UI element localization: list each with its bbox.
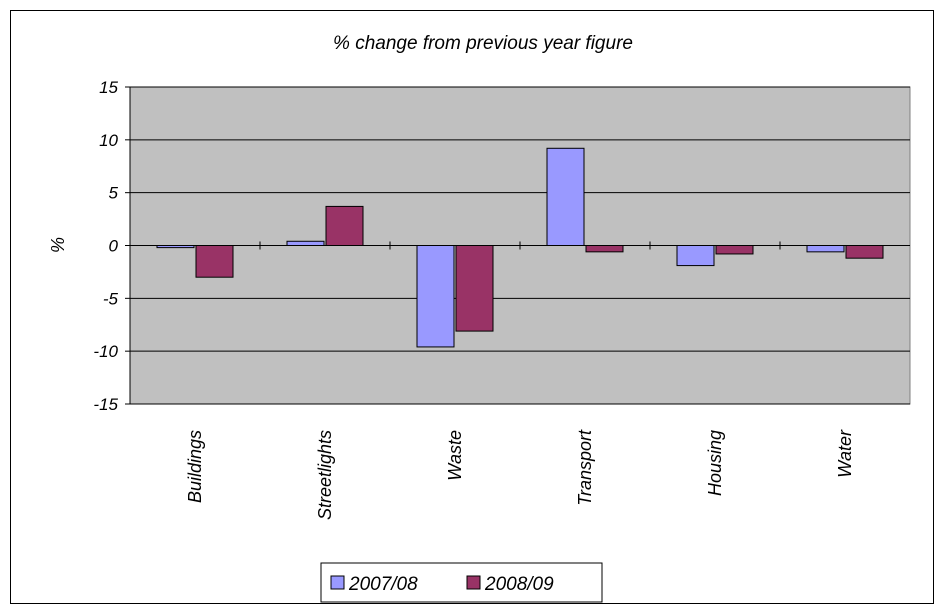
legend-box <box>320 562 603 603</box>
bar-2007-08-transport <box>546 147 585 246</box>
bar-2007-08-water <box>806 245 845 253</box>
x-tick-label: Buildings <box>185 430 205 503</box>
bar-2008-09-streetlights <box>325 205 364 247</box>
chart-title: % change from previous year figure <box>333 33 633 54</box>
legend-swatch-2008-09 <box>466 575 481 590</box>
y-tick-label: -10 <box>93 342 118 361</box>
plot-area: 15 10 5 0 -5 -10 -15 Buildings Streetlights Waste… <box>93 78 911 520</box>
x-tick-label: Housing <box>705 430 725 496</box>
legend-label-2007-08: 2007/08 <box>348 574 418 595</box>
bar-2008-09-buildings <box>195 245 234 278</box>
legend-swatch-2007-08 <box>330 575 345 590</box>
bar-2008-09-transport <box>585 245 624 253</box>
x-tick-label: Streetlights <box>315 430 335 520</box>
y-tick-label: 15 <box>99 78 118 97</box>
bar-2008-09-water <box>845 245 884 259</box>
y-axis-label: % <box>48 237 68 253</box>
x-tick-label: Water <box>835 429 855 478</box>
bar-2007-08-streetlights <box>286 240 325 246</box>
y-tick-label: 5 <box>109 184 119 203</box>
legend-label-2008-09: 2008/09 <box>484 574 554 595</box>
bar-2007-08-housing <box>676 245 715 267</box>
y-tick-label: 0 <box>109 237 119 256</box>
bar-2007-08-waste <box>416 245 455 348</box>
bar-2008-09-housing <box>715 245 754 255</box>
y-tick-label: -15 <box>93 395 118 414</box>
bar-2008-09-waste <box>455 245 494 332</box>
y-tick-label: -5 <box>103 289 119 308</box>
y-tick-label: 10 <box>99 131 118 150</box>
x-tick-label: Transport <box>575 429 595 506</box>
x-tick-label: Waste <box>445 430 465 481</box>
legend: 2007/08 2008/09 <box>320 562 603 603</box>
